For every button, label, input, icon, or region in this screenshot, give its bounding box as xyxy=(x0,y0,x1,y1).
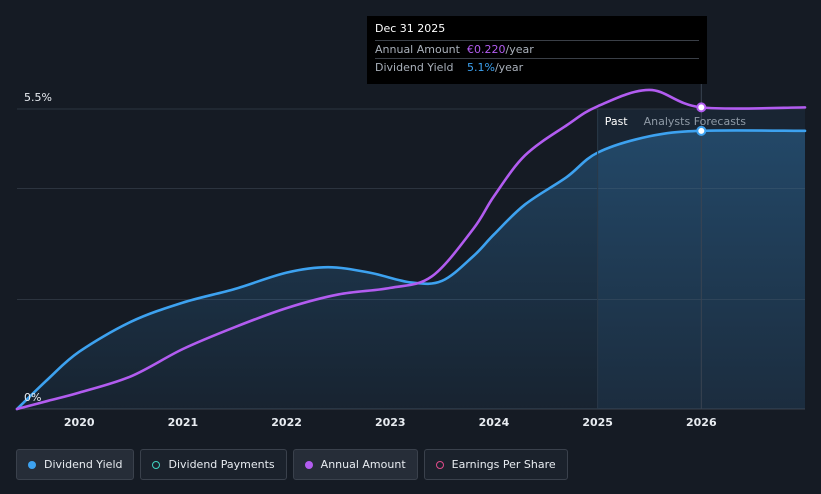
x-tick-label: 2022 xyxy=(271,416,302,429)
legend-item-dividend-payments[interactable]: Dividend Payments xyxy=(140,449,287,480)
legend-label: Annual Amount xyxy=(320,458,406,471)
tooltip-row-dividend-yield: Dividend Yield 5.1% /year xyxy=(375,58,699,76)
x-tick-label: 2026 xyxy=(686,416,717,429)
tooltip-date: Dec 31 2025 xyxy=(375,22,446,35)
tooltip-value: €0.220 xyxy=(467,43,506,56)
tooltip-key: Annual Amount xyxy=(375,43,460,56)
annual-amount-hover-point xyxy=(696,102,707,113)
legend-label: Dividend Yield xyxy=(44,458,123,471)
dividend-payments-ring-icon xyxy=(152,460,161,469)
x-tick-label: 2024 xyxy=(479,416,510,429)
earnings-per-share-ring-icon xyxy=(435,460,444,469)
tooltip-key: Dividend Yield xyxy=(375,61,454,74)
legend-item-earnings-per-share[interactable]: Earnings Per Share xyxy=(423,449,568,480)
x-tick-label: 2021 xyxy=(168,416,199,429)
legend-item-dividend-yield[interactable]: Dividend Yield xyxy=(16,449,135,480)
annual-amount-line xyxy=(15,88,807,411)
tooltip-unit: /year xyxy=(494,61,524,74)
dividend-yield-area xyxy=(17,130,805,410)
annual-amount-dot-icon xyxy=(304,460,313,469)
dividend-yield-dot-icon xyxy=(28,460,36,469)
forecast-label: Analysts Forecasts xyxy=(644,115,747,128)
tooltip-value: 5.1% xyxy=(467,61,495,74)
legend-label: Dividend Payments xyxy=(168,458,275,471)
chart-legend: Dividend Yield Dividend Payments Annual … xyxy=(16,449,568,480)
y-tick-label-bottom: 0% xyxy=(24,391,41,404)
dividend-yield-line xyxy=(15,129,807,411)
dividend-yield-hover-point xyxy=(696,125,707,136)
legend-label: Earnings Per Share xyxy=(451,458,556,471)
y-tick-label-top: 5.5% xyxy=(24,91,52,104)
past-label: Past xyxy=(605,115,629,128)
legend-item-annual-amount[interactable]: Annual Amount xyxy=(292,449,418,480)
tooltip-row-annual-amount: Annual Amount €0.220 /year xyxy=(375,40,699,58)
x-tick-label: 2025 xyxy=(582,416,613,429)
tooltip-unit: /year xyxy=(505,43,534,56)
chart-tooltip: Dec 31 2025 Annual Amount €0.220 /year D… xyxy=(367,16,707,84)
dividend-chart: Past Analysts Forecasts 5.5% 0% 2020 2021 2022… xyxy=(15,75,807,429)
x-tick-label: 2020 xyxy=(64,416,95,429)
x-tick-label: 2023 xyxy=(375,416,406,429)
